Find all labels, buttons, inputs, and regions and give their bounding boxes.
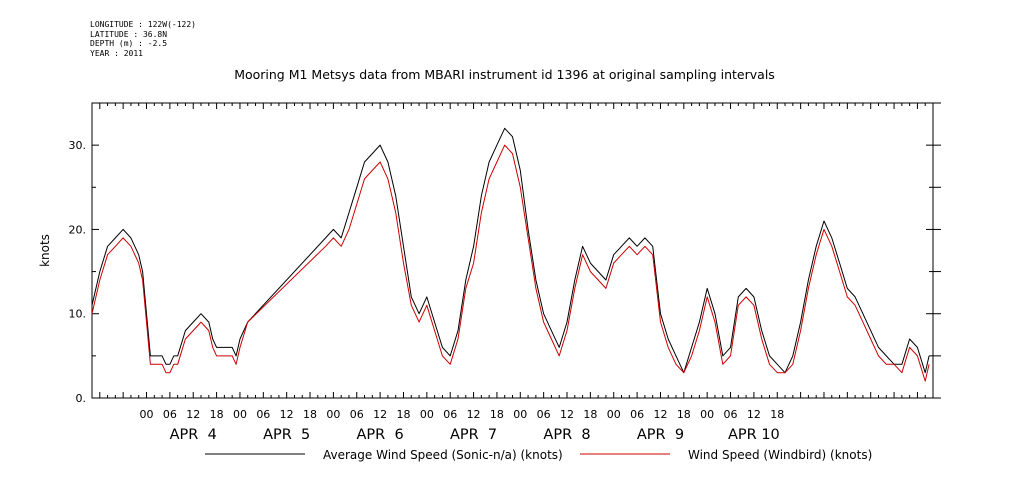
x-tick-label: 06 [350, 408, 364, 421]
x-tick-label: 18 [677, 408, 691, 421]
x-tick-label: 18 [770, 408, 784, 421]
y-tick-label: 0. [76, 392, 87, 405]
x-tick-label: 12 [653, 408, 667, 421]
y-axis-label: knots [38, 234, 52, 267]
meta-line: YEAR : 2011 [90, 48, 143, 58]
x-tick-label: 12 [280, 408, 294, 421]
x-tick-label: 00 [233, 408, 247, 421]
meta-line: DEPTH (m) : -2.5 [90, 39, 168, 48]
chart-title: Mooring M1 Metsys data from MBARI instru… [234, 67, 775, 82]
x-tick-label: 00 [326, 408, 340, 421]
x-tick-label: 00 [513, 408, 527, 421]
x-tick-label: 12 [467, 408, 481, 421]
y-tick-label: 10. [69, 308, 87, 321]
x-tick-label: 12 [186, 408, 200, 421]
plot-frame [91, 102, 934, 399]
y-tick-label: 20. [69, 223, 87, 236]
meta-line: LATITUDE : 36.8N [90, 29, 168, 39]
x-tick-label: 18 [490, 408, 504, 421]
x-tick-label: 18 [210, 408, 224, 421]
x-tick-label: 12 [560, 408, 574, 421]
x-tick-label: 06 [256, 408, 270, 421]
x-date-label: APR 8 [543, 427, 590, 443]
y-tick-label: 30. [69, 139, 87, 152]
x-tick-label: 06 [163, 408, 177, 421]
legend-label: Average Wind Speed (Sonic-n/a) (knots) [323, 448, 563, 462]
x-date-label: APR 9 [637, 427, 684, 443]
x-date-label: APR 7 [450, 427, 497, 443]
x-date-label: APR 4 [170, 427, 217, 443]
series-line-average-wind-speed [91, 127, 930, 374]
x-tick-label: 06 [537, 408, 551, 421]
legend-label: Wind Speed (Windbird) (knots) [688, 448, 872, 462]
x-date-label: APR 5 [263, 427, 310, 443]
x-tick-label: 06 [724, 408, 738, 421]
series-line-windbird-wind-speed [91, 144, 930, 382]
x-tick-label: 00 [420, 408, 434, 421]
x-date-label: APR 10 [728, 427, 780, 443]
x-tick-label: 00 [607, 408, 621, 421]
x-tick-label: 00 [140, 408, 154, 421]
x-tick-label: 12 [373, 408, 387, 421]
x-tick-label: 18 [583, 408, 597, 421]
x-tick-label: 06 [443, 408, 457, 421]
x-tick-label: 18 [396, 408, 410, 421]
x-tick-label: 06 [630, 408, 644, 421]
x-tick-label: 12 [747, 408, 761, 421]
x-date-label: APR 6 [357, 427, 404, 443]
meta-line: LONGITUDE : 122W(-122) [90, 20, 196, 29]
x-tick-label: 00 [700, 408, 714, 421]
metadata-block: LONGITUDE : 122W(-122) LATITUDE : 36.8N … [90, 20, 196, 58]
x-tick-label: 18 [303, 408, 317, 421]
